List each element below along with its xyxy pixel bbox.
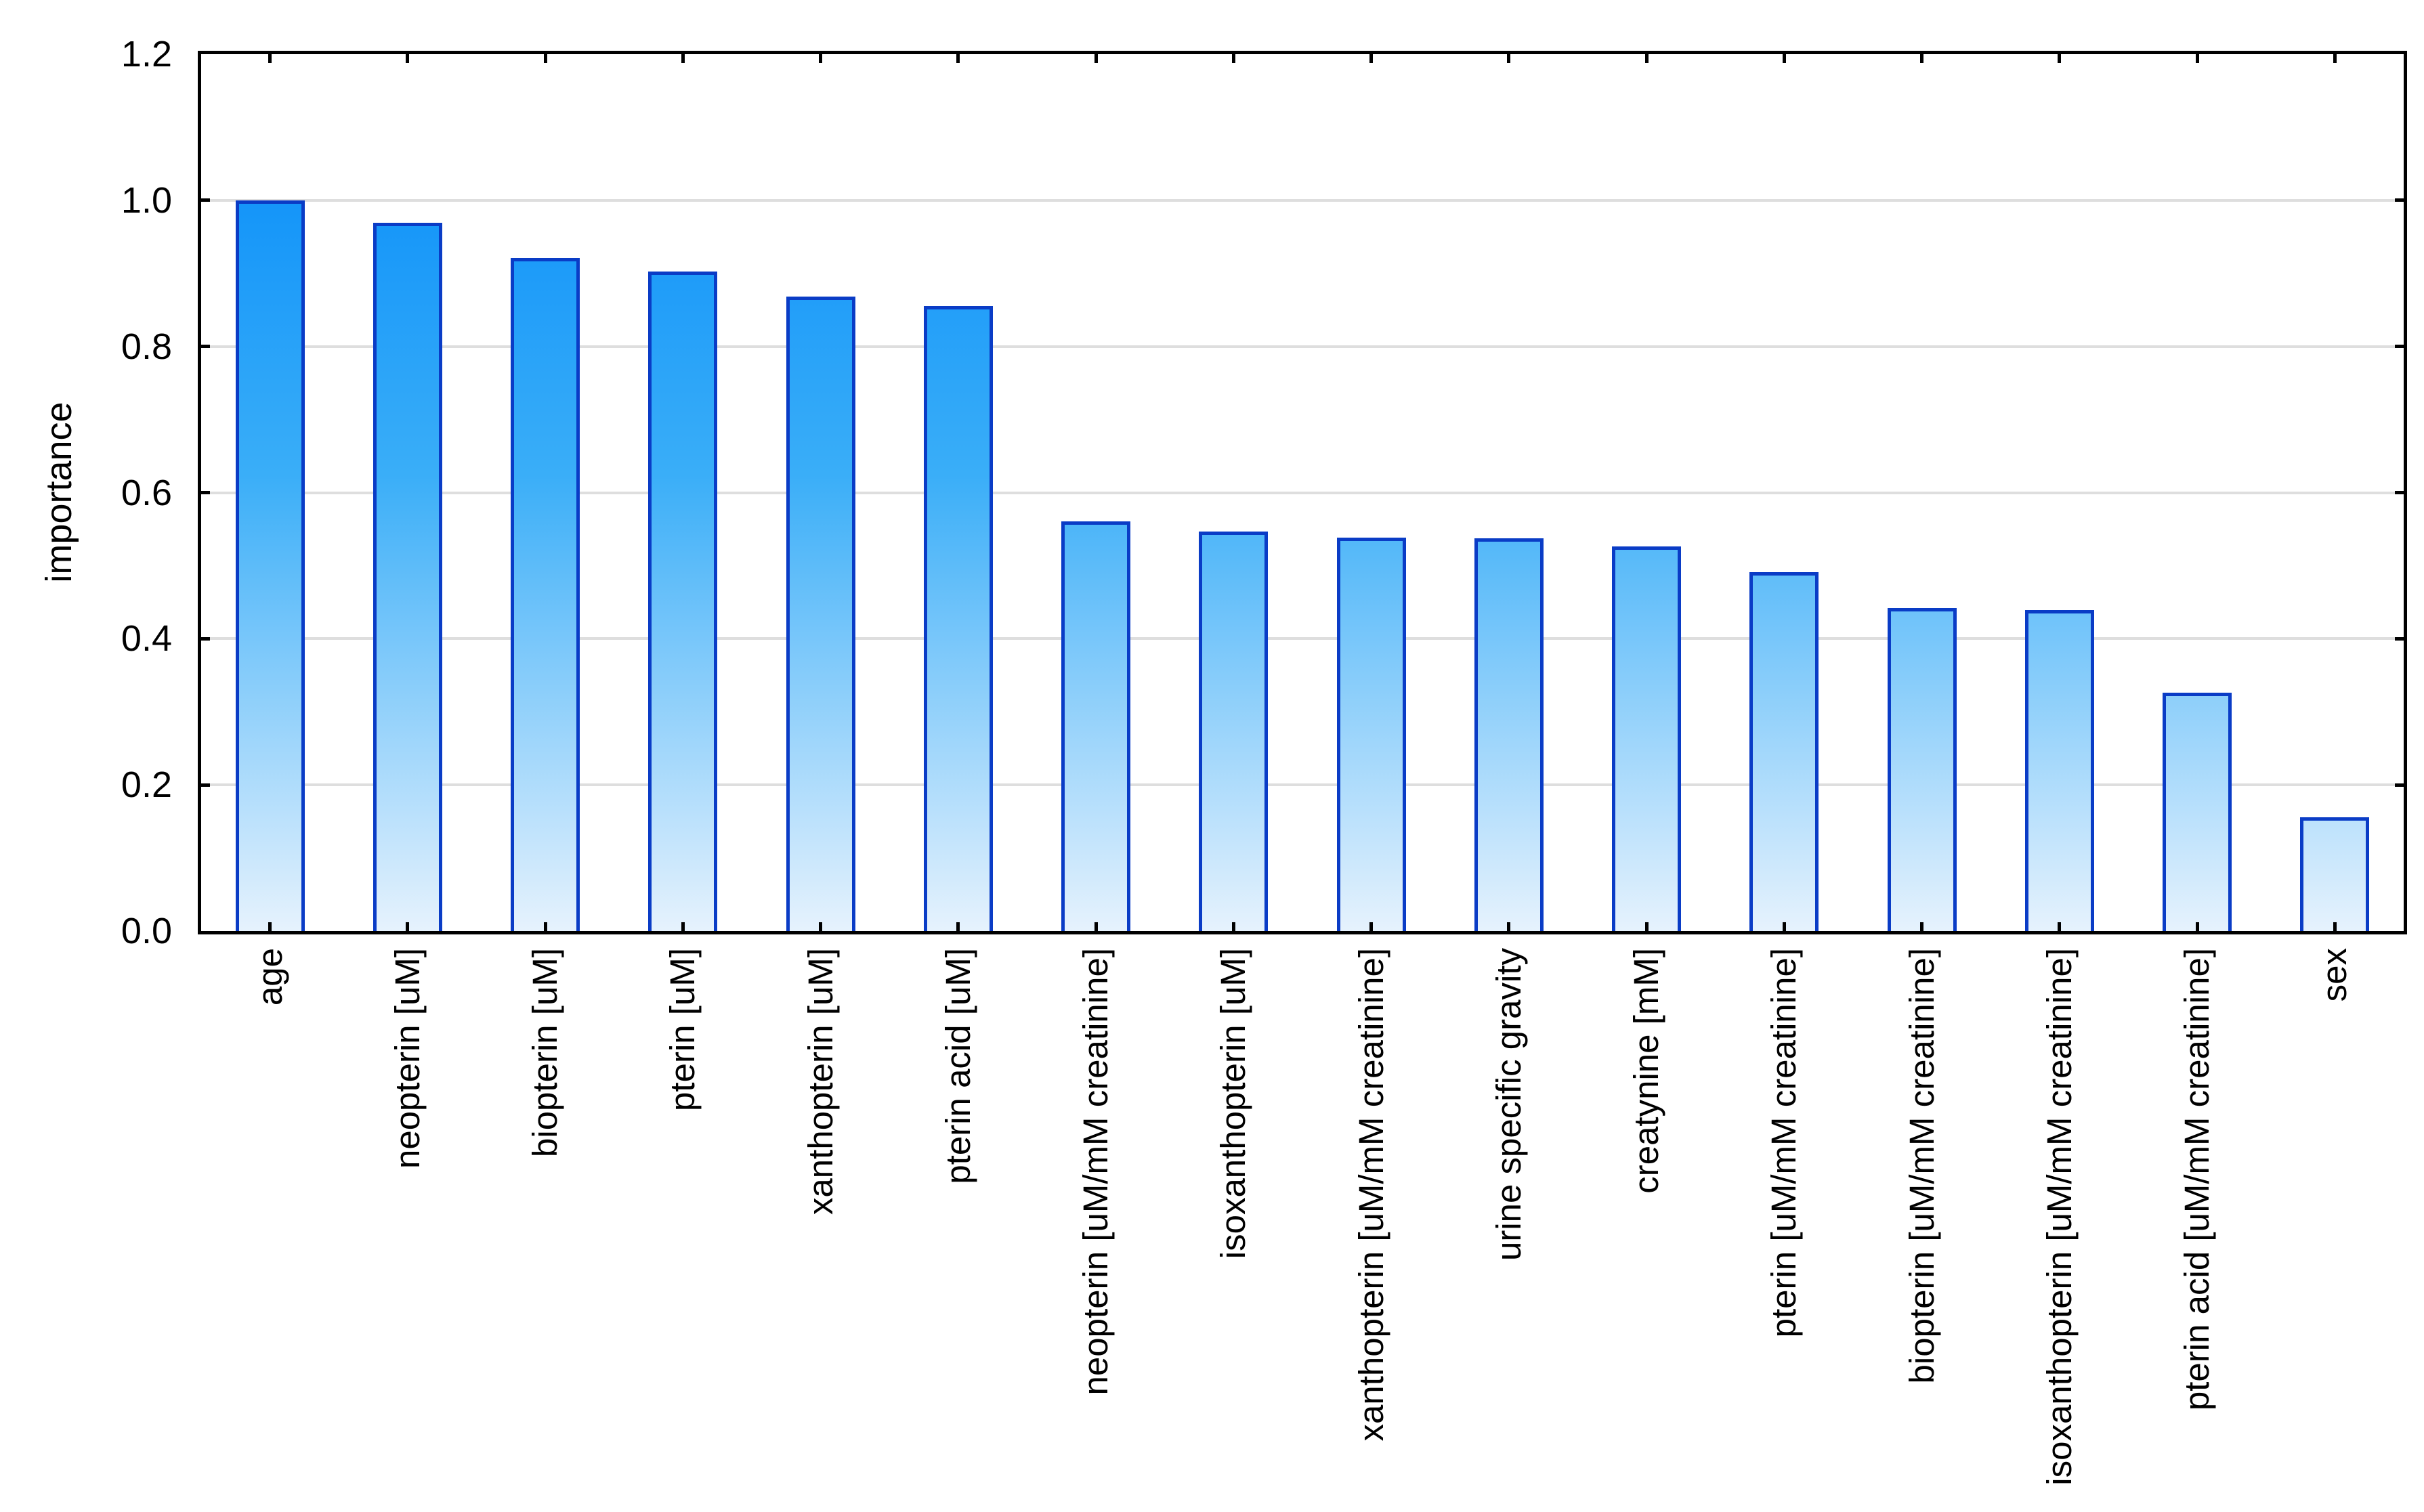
x-tick-label: age <box>250 948 289 1006</box>
plot-area <box>198 51 2407 934</box>
bar <box>1887 608 1957 931</box>
x-tick-mark <box>1369 54 1374 63</box>
x-tick-mark <box>1920 922 1924 931</box>
y-tick-label: 1.0 <box>121 179 172 221</box>
x-tick-mark <box>1920 54 1924 63</box>
gridline <box>201 637 2404 641</box>
x-tick-mark <box>681 922 685 931</box>
x-tick-label: urine specific gravity <box>1489 948 1528 1261</box>
gridline <box>201 783 2404 787</box>
gridline <box>201 345 2404 348</box>
x-tick-mark <box>2058 54 2062 63</box>
x-tick-mark <box>406 54 410 63</box>
x-tick-mark <box>2058 922 2062 931</box>
bar <box>923 306 993 931</box>
x-tick-label: biopterin [uM/mM creatinine] <box>1902 948 1941 1384</box>
x-tick-mark <box>1644 922 1649 931</box>
y-tick-label: 0.4 <box>121 618 172 660</box>
bar <box>1474 538 1544 931</box>
x-tick-label: isoxanthopterin [uM/mM creatinine] <box>2039 948 2079 1486</box>
x-tick-mark <box>2195 54 2199 63</box>
y-tick-mark <box>2395 491 2404 494</box>
x-tick-mark <box>1782 54 1786 63</box>
bar <box>511 258 580 931</box>
x-tick-mark <box>956 922 960 931</box>
bar <box>2024 610 2094 931</box>
bar <box>648 272 718 931</box>
y-tick-label: 0.2 <box>121 764 172 806</box>
y-tick-mark <box>201 345 210 349</box>
y-tick-mark <box>201 783 210 787</box>
bar <box>235 200 305 931</box>
bar <box>373 223 442 931</box>
x-tick-label: pterin acid [uM] <box>938 948 977 1184</box>
x-tick-mark <box>543 54 547 63</box>
bar <box>1336 538 1406 931</box>
y-tick-label: 0.0 <box>121 911 172 951</box>
x-tick-label: pterin acid [uM/mM creatinine] <box>2177 948 2217 1411</box>
bar <box>1749 572 1819 931</box>
y-tick-label: 0.8 <box>121 326 172 367</box>
y-tick-mark <box>2395 636 2404 641</box>
x-tick-label: isoxanthopterin [uM] <box>1214 948 1253 1259</box>
y-tick-mark <box>2395 345 2404 349</box>
x-tick-label: biopterin [uM] <box>526 948 565 1157</box>
y-tick-label: 0.6 <box>121 472 172 513</box>
bar <box>2163 693 2232 931</box>
gridline <box>201 198 2404 202</box>
bar <box>2300 817 2370 931</box>
x-tick-mark <box>1507 922 1511 931</box>
x-tick-label: xanthopterin [uM] <box>801 948 840 1215</box>
y-tick-mark <box>2395 783 2404 787</box>
y-tick-mark <box>2395 198 2404 202</box>
bar <box>786 297 855 931</box>
x-tick-mark <box>1782 922 1786 931</box>
x-tick-mark <box>543 922 547 931</box>
x-tick-label: pterin [uM] <box>663 948 702 1111</box>
y-tick-mark <box>201 636 210 641</box>
x-tick-mark <box>1094 922 1098 931</box>
x-tick-mark <box>681 54 685 63</box>
x-tick-label: neopterin [uM] <box>387 948 427 1169</box>
x-tick-mark <box>2195 922 2199 931</box>
x-tick-mark <box>268 922 272 931</box>
x-tick-mark <box>1644 54 1649 63</box>
x-tick-mark <box>819 54 823 63</box>
x-tick-label: sex <box>2315 948 2354 1002</box>
x-tick-mark <box>1507 54 1511 63</box>
bar <box>1612 546 1682 931</box>
bar <box>1061 521 1131 931</box>
x-tick-mark <box>956 54 960 63</box>
bar <box>1199 532 1269 931</box>
x-tick-label: xanthopterin [uM/mM creatinine] <box>1351 948 1390 1442</box>
x-tick-label: neopterin [uM/mM creatinine] <box>1076 948 1115 1396</box>
x-tick-mark <box>1231 922 1235 931</box>
x-tick-mark <box>406 922 410 931</box>
y-tick-mark <box>201 198 210 202</box>
x-tick-mark <box>1369 922 1374 931</box>
x-tick-label: pterin [uM/mM creatinine] <box>1764 948 1804 1338</box>
x-tick-mark <box>819 922 823 931</box>
y-tick-label: 1.2 <box>121 34 172 74</box>
x-tick-mark <box>2333 922 2337 931</box>
x-tick-mark <box>1231 54 1235 63</box>
x-tick-mark <box>1094 54 1098 63</box>
x-tick-mark <box>268 54 272 63</box>
x-tick-mark <box>2333 54 2337 63</box>
x-tick-label: creatynine [mM] <box>1627 948 1666 1194</box>
gridline <box>201 491 2404 494</box>
y-tick-mark <box>201 491 210 494</box>
